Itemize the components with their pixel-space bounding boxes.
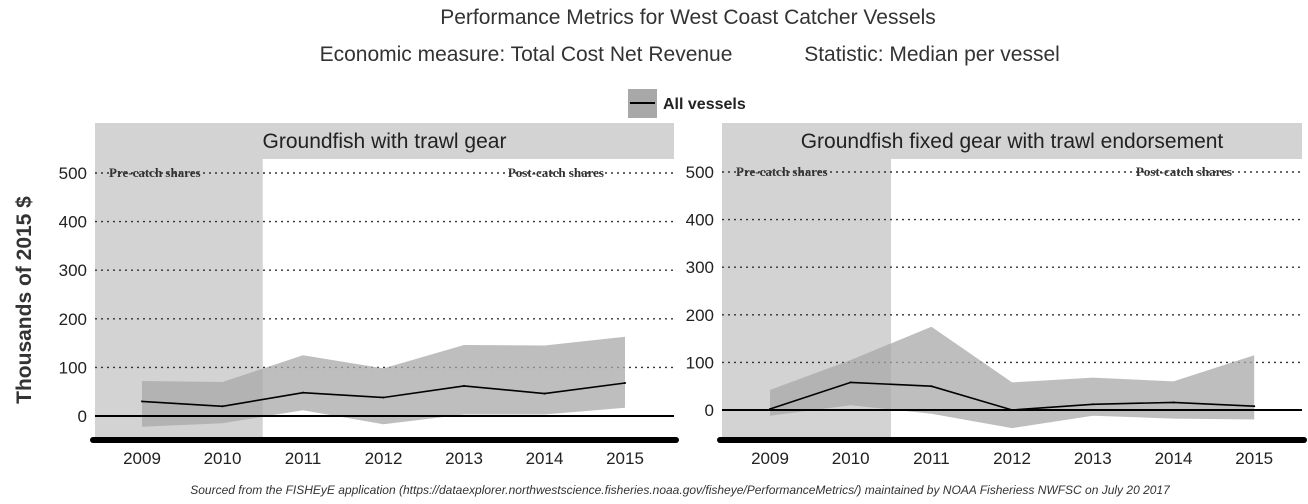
y-tick-label: 0 xyxy=(705,401,714,420)
data-point xyxy=(543,392,546,395)
data-point xyxy=(141,400,143,403)
data-point xyxy=(1253,405,1256,408)
panels: Groundfish with trawl gear Pre-catch shar… xyxy=(59,123,1307,468)
y-tick-label: 100 xyxy=(59,358,87,377)
data-point xyxy=(930,385,933,388)
annotation-post-catch-shares: Post-catch shares xyxy=(1136,164,1232,179)
x-tick-label: 2013 xyxy=(1074,449,1112,468)
y-tick-label: 100 xyxy=(686,353,714,372)
x-tick-label: 2010 xyxy=(204,449,242,468)
y-tick-label: 400 xyxy=(59,213,87,232)
data-point xyxy=(1091,403,1094,406)
y-axis-label: Thousands of 2015 $ xyxy=(13,196,36,404)
y-tick-label: 500 xyxy=(59,164,87,183)
annotation-pre-catch-shares: Pre-catch shares xyxy=(736,164,828,179)
y-tick-label: 300 xyxy=(59,261,87,280)
data-point xyxy=(1011,409,1014,411)
x-tick-label: 2009 xyxy=(751,449,789,468)
data-point xyxy=(221,405,224,408)
x-tick-label: 2012 xyxy=(365,449,403,468)
y-tick-label: 500 xyxy=(686,163,714,182)
x-tick-label: 2014 xyxy=(1155,449,1193,468)
x-tick-label: 2012 xyxy=(993,449,1031,468)
panel-strip xyxy=(722,123,1302,159)
panel-strip-label: Groundfish fixed gear with trawl endorse… xyxy=(801,130,1224,153)
y-tick-label: 300 xyxy=(686,258,714,277)
panel-strip-label: Groundfish with trawl gear xyxy=(263,130,507,153)
y-tick-label: 0 xyxy=(78,407,87,426)
chart-subtitle-measure: Economic measure: Total Cost Net Revenue xyxy=(320,43,733,66)
data-point xyxy=(769,408,771,411)
data-point xyxy=(382,396,385,399)
panel-1: Groundfish with trawl gear Pre-catch shar… xyxy=(59,123,679,468)
x-tick-label: 2009 xyxy=(123,449,161,468)
x-tick-label: 2015 xyxy=(606,449,644,468)
chart-title: Performance Metrics for West Coast Catch… xyxy=(440,6,936,29)
data-point xyxy=(849,381,852,384)
x-tick-label: 2015 xyxy=(1235,449,1273,468)
series-band xyxy=(142,336,625,427)
x-tick-label: 2013 xyxy=(445,449,483,468)
x-tick-label: 2011 xyxy=(913,449,950,468)
data-point xyxy=(302,391,304,394)
annotation-pre-catch-shares: Pre-catch shares xyxy=(109,165,201,180)
data-point xyxy=(1172,401,1175,404)
legend-label: All vessels xyxy=(663,96,746,113)
x-tick-label: 2010 xyxy=(832,449,870,468)
y-tick-label: 200 xyxy=(59,310,87,329)
legend: All vessels xyxy=(628,89,746,118)
panel-2: Groundfish fixed gear with trawl endorse… xyxy=(686,123,1307,468)
panel-strip xyxy=(95,123,674,159)
source-note: Sourced from the FISHEyE application (ht… xyxy=(190,483,1171,497)
annotation-post-catch-shares: Post-catch shares xyxy=(508,165,604,180)
x-tick-label: 2011 xyxy=(285,449,322,468)
y-tick-label: 200 xyxy=(686,306,714,325)
data-point xyxy=(463,384,465,387)
y-tick-label: 400 xyxy=(686,211,714,230)
chart-subtitle-statistic: Statistic: Median per vessel xyxy=(804,43,1060,66)
x-tick-label: 2014 xyxy=(526,449,564,468)
data-point xyxy=(624,381,626,384)
